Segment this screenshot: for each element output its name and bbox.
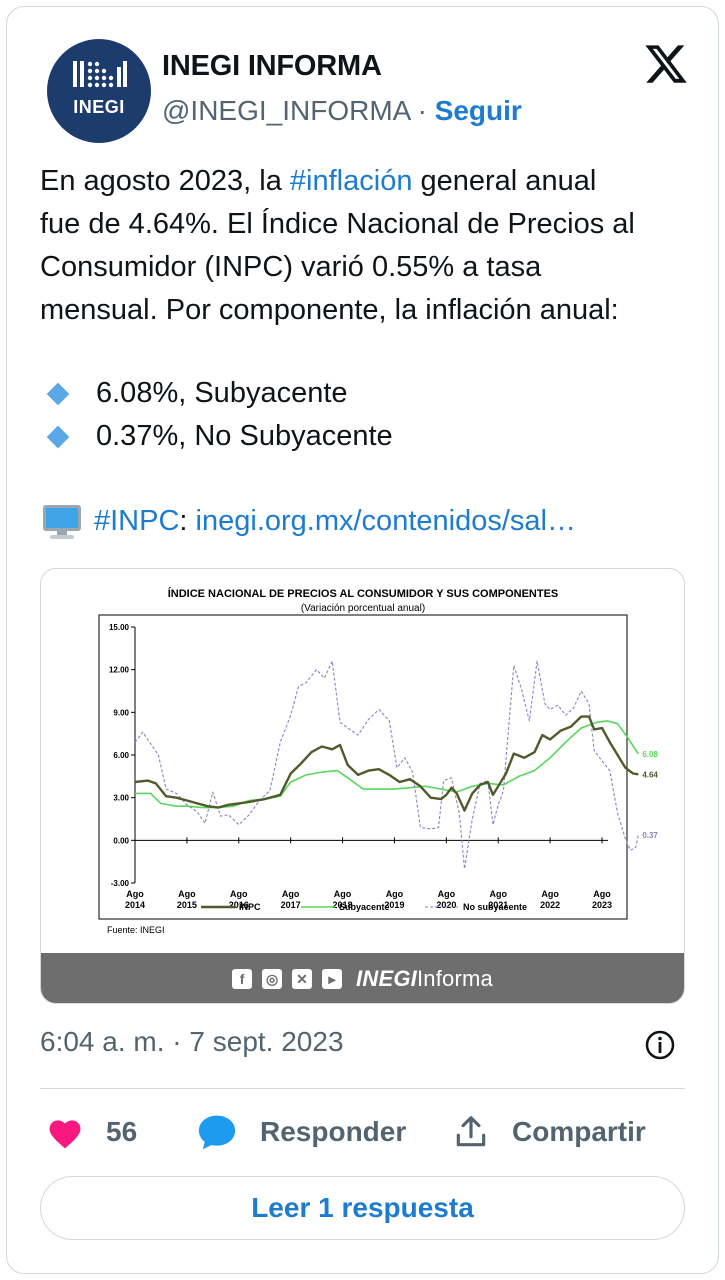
author-name[interactable]: INEGI INFORMA [162, 50, 382, 82]
x-tick-label-year: 2015 [177, 900, 197, 910]
y-tick-label: -3.00 [111, 879, 130, 888]
x-tick-label-month: Ago [489, 889, 507, 899]
x-tick-label-month: Ago [178, 889, 196, 899]
inpc-chart: ÍNDICE NACIONAL DE PRECIOS AL CONSUMIDOR… [98, 587, 658, 935]
x-tick-label-year: 2016 [229, 900, 249, 910]
chart-source: Fuente: INEGI [107, 925, 165, 935]
plot-frame [98, 614, 628, 920]
end-labels: 4.64 6.08 0.37 [642, 750, 658, 840]
reply-button[interactable]: Responder [196, 1108, 406, 1156]
chart-title: ÍNDICE NACIONAL DE PRECIOS AL CONSUMIDOR… [168, 587, 559, 600]
y-tick-label: 6.00 [113, 751, 129, 760]
author-handle[interactable]: @INEGI_INFORMA [162, 95, 410, 126]
x-tick-label-month: Ago [386, 889, 404, 899]
x-tick-label-year: 2019 [384, 900, 404, 910]
x-axis: Ago2014Ago2015Ago2016Ago2017Ago2018Ago20… [125, 837, 612, 910]
reply-label: Responder [260, 1116, 407, 1147]
url-link[interactable]: inegi.org.mx/contenidos/sal… [195, 505, 576, 537]
x-tick-label-year: 2018 [333, 900, 353, 910]
link-row: #INPC: inegi.org.mx/contenidos/sal… [42, 500, 576, 543]
youtube-icon: ▸ [322, 969, 343, 989]
end-label: 0.37 [642, 831, 658, 840]
follow-button[interactable]: Seguir [434, 95, 522, 126]
instagram-icon: ◎ [262, 969, 283, 989]
tweet-line: En agosto 2023, la #inflación general an… [40, 160, 690, 203]
x-tick-label-year: 2023 [592, 900, 612, 910]
series-lines [134, 660, 639, 870]
brand-bold: INEGI [356, 966, 417, 991]
y-tick-label: 0.00 [113, 836, 129, 845]
info-icon[interactable] [644, 1029, 676, 1061]
handle-separator: · [417, 95, 427, 126]
text-segment: general anual [412, 165, 597, 197]
y-tick-label: 3.00 [113, 794, 129, 803]
timestamp[interactable]: 6:04 a. m. · 7 sept. 2023 [40, 1026, 344, 1057]
x-tick-label-month: Ago [438, 889, 456, 899]
read-replies-button[interactable]: Leer 1 respuesta [40, 1176, 685, 1240]
footer-brand: INEGIInforma [356, 966, 493, 992]
x-tick-label-month: Ago [230, 889, 248, 899]
avatar-text: INEGI [73, 97, 125, 117]
diamond-icon [46, 425, 70, 448]
chart-subtitle: (Variación porcentual anual) [301, 603, 425, 614]
bullet-text: 6.08%, Subyacente [96, 377, 348, 409]
bullet-text: 0.37%, No Subyacente [96, 420, 393, 452]
share-icon [456, 1116, 486, 1147]
tweet-text: En agosto 2023, la #inflación general an… [40, 160, 690, 332]
x-tick-label-month: Ago [334, 889, 352, 899]
share-button[interactable]: Compartir [452, 1108, 646, 1156]
x-tick-label-year: 2020 [436, 900, 456, 910]
x-tick-label-month: Ago [541, 889, 559, 899]
x-tick-label-year: 2014 [125, 900, 145, 910]
bullet-list: 6.08%, Subyacente 0.37%, No Subyacente [46, 372, 393, 458]
x-tick-label-month: Ago [126, 889, 144, 899]
x-tick-label-year: 2017 [281, 900, 301, 910]
end-label: 4.64 [642, 770, 658, 779]
y-tick-label: 12.00 [109, 666, 130, 675]
inegi-logo-icon [73, 61, 127, 88]
series-line-subyacente [135, 720, 639, 809]
inpc-hashtag-link[interactable]: #INPC [94, 505, 180, 537]
legend-label: No subyacente [463, 902, 527, 912]
y-axis: 15.00 12.00 9.00 6.00 3.00 0.00 -3.00 [109, 623, 136, 888]
facebook-icon: f [232, 969, 253, 989]
reply-bubble-icon [198, 1115, 236, 1150]
social-icons: f ◎ ✕ ▸ [232, 969, 343, 989]
chart-legend: INPC Subyacente No subyacente [201, 902, 527, 912]
share-label: Compartir [512, 1116, 646, 1147]
x-logo-icon[interactable] [643, 41, 689, 87]
x-tick-label-year: 2022 [540, 900, 560, 910]
tweet-line: Consumidor (INPC) varió 0.55% a tasa [40, 251, 542, 283]
media-footer: f ◎ ✕ ▸ INEGIInforma [41, 953, 684, 1003]
legend-label: Subyacente [339, 902, 390, 912]
x-tick-label-year: 2021 [488, 900, 508, 910]
tweet-line: fue de 4.64%. El Índice Nacional de Prec… [40, 208, 635, 240]
link-colon: : [179, 505, 188, 537]
x-icon: ✕ [292, 969, 313, 989]
divider [40, 1088, 685, 1089]
like-button[interactable]: 56 [46, 1108, 137, 1156]
text-segment: En agosto 2023, la [40, 165, 290, 197]
tweet-line: mensual. Por componente, la inflación an… [40, 294, 619, 326]
avatar[interactable]: INEGI [47, 39, 151, 143]
legend-label: INPC [239, 902, 261, 912]
x-tick-label-month: Ago [593, 889, 611, 899]
series-line-inpc [134, 715, 639, 812]
computer-icon [43, 504, 81, 539]
action-bar: 56 Responder Compartir [40, 1108, 685, 1156]
end-label: 6.08 [642, 750, 658, 759]
bullet-item: 6.08%, Subyacente [46, 372, 393, 415]
bullet-item: 0.37%, No Subyacente [46, 415, 393, 458]
x-tick-label-month: Ago [282, 889, 300, 899]
media-card[interactable]: ÍNDICE NACIONAL DE PRECIOS AL CONSUMIDOR… [40, 568, 685, 1004]
brand-rest: Informa [416, 966, 493, 991]
like-count: 56 [106, 1116, 138, 1147]
heart-icon [49, 1120, 81, 1149]
y-tick-label: 9.00 [113, 708, 129, 717]
series-line-no-subyacente [134, 660, 639, 870]
hashtag-link[interactable]: #inflación [289, 165, 413, 197]
author-handle-row: @INEGI_INFORMA · Seguir [162, 95, 522, 127]
y-tick-label: 15.00 [109, 623, 130, 632]
diamond-icon [46, 382, 70, 405]
